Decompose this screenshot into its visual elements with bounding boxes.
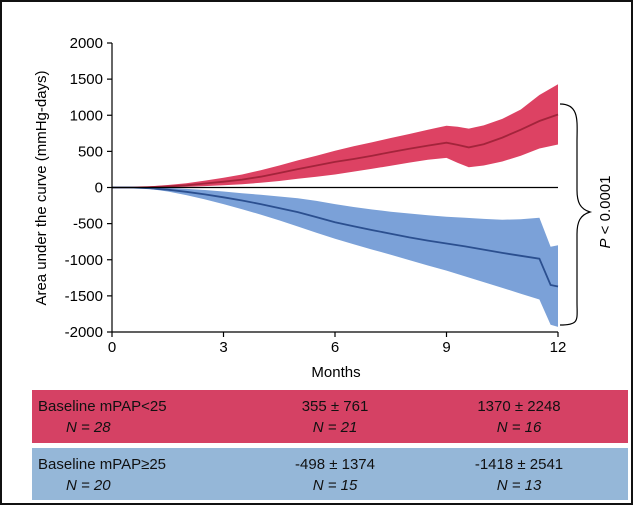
month12-n: N = 16	[496, 419, 542, 436]
y-tick-label: 500	[78, 143, 103, 160]
y-tick-label: 0	[95, 180, 103, 197]
month12-cell: 1370 ± 2248 N = 16	[444, 390, 594, 443]
y-tick-label: -2000	[65, 324, 103, 341]
month6-value: -498 ± 1374	[295, 456, 375, 473]
y-tick-label: 1000	[70, 107, 103, 124]
month12-value: 1370 ± 2248	[477, 398, 561, 415]
month6-n: N = 15	[312, 477, 358, 494]
month12-n: N = 13	[496, 477, 542, 494]
y-tick-label: -500	[73, 216, 103, 233]
p-label: P	[597, 238, 614, 248]
x-tick-label: 6	[331, 339, 339, 356]
x-tick-label: 3	[219, 339, 227, 356]
x-tick-label: 0	[108, 339, 116, 356]
group-cell: Baseline mPAP≥25 N = 20	[38, 448, 218, 500]
y-tick-label: 2000	[70, 35, 103, 52]
y-tick-label: -1000	[65, 252, 103, 269]
month12-value: -1418 ± 2541	[474, 456, 564, 473]
p-value: < 0.0001	[597, 176, 614, 239]
x-tick-label: 12	[550, 339, 567, 356]
y-axis-title: Area under the curve (mmHg-days)	[33, 70, 50, 305]
series-0-confidence-band	[112, 84, 558, 188]
series-0-line	[112, 113, 559, 189]
x-tick-label: 9	[442, 339, 450, 356]
group-n-baseline: N = 28	[66, 419, 111, 436]
month6-cell: -498 ± 1374 N = 15	[250, 448, 420, 500]
tick-labels: 2000 1500 1000 500 0 -500 -1000 -1500 -2000 0 3 6 9 1…	[65, 35, 567, 356]
x-axis-title: Months	[311, 364, 360, 381]
series-lines	[112, 113, 559, 288]
y-tick-label: -1500	[65, 288, 103, 305]
month6-n: N = 21	[312, 419, 358, 436]
significance-bracket	[559, 103, 593, 326]
confidence-bands	[112, 84, 558, 327]
group-cell: Baseline mPAP<25 N = 28	[38, 390, 218, 443]
y-tick-label: 1500	[70, 71, 103, 88]
group-n-baseline: N = 20	[66, 477, 111, 494]
month12-cell: -1418 ± 2541 N = 13	[444, 448, 594, 500]
group-label: Baseline mPAP<25	[38, 398, 167, 415]
series-1-line	[112, 186, 559, 288]
month6-cell: 355 ± 761 N = 21	[250, 390, 420, 443]
month6-value: 355 ± 761	[301, 398, 369, 415]
table-row-low-mpap: Baseline mPAP<25 N = 28 355 ± 761 N = 21…	[32, 390, 628, 443]
area-under-curve-chart: 2000 1500 1000 500 0 -500 -1000 -1500 -2000 0 3 6 9 1…	[33, 35, 614, 381]
table-row-high-mpap: Baseline mPAP≥25 N = 20 -498 ± 1374 N = …	[32, 448, 628, 500]
axes	[107, 42, 559, 337]
series-1-confidence-band	[112, 187, 558, 327]
group-label: Baseline mPAP≥25	[38, 456, 167, 473]
p-value-annotation: P < 0.0001	[597, 176, 614, 249]
